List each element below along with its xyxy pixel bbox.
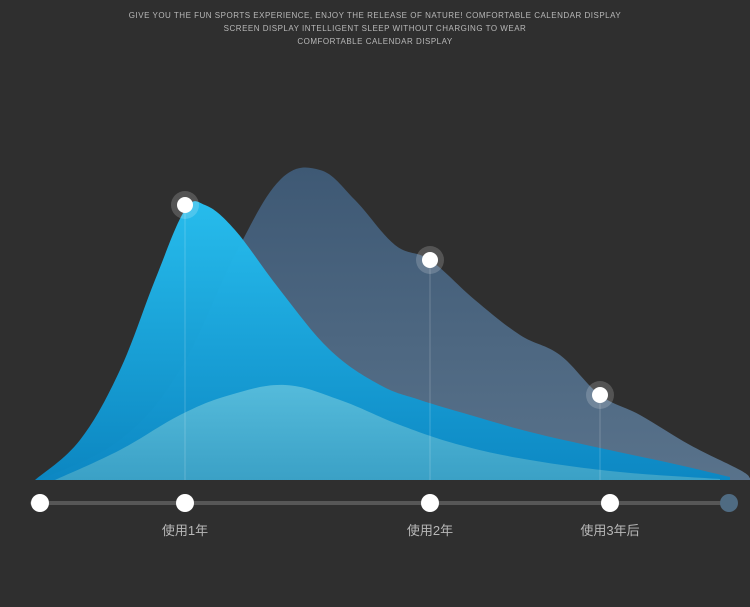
area-chart bbox=[0, 0, 750, 607]
chart-marker-3 bbox=[592, 387, 608, 403]
guide-line-2 bbox=[430, 260, 431, 480]
x-axis-track bbox=[30, 501, 730, 505]
chart-marker-1 bbox=[177, 197, 193, 213]
chart-svg bbox=[0, 0, 750, 607]
axis-tick-1 bbox=[176, 494, 194, 512]
axis-tick-0 bbox=[31, 494, 49, 512]
axis-label-3: 使用3年后 bbox=[580, 520, 639, 539]
axis-tick-3 bbox=[601, 494, 619, 512]
guide-line-1 bbox=[185, 205, 186, 480]
chart-marker-2 bbox=[422, 252, 438, 268]
axis-label-1: 使用1年 bbox=[162, 520, 208, 539]
axis-tick-4 bbox=[720, 494, 738, 512]
axis-label-2: 使用2年 bbox=[407, 520, 453, 539]
axis-tick-2 bbox=[421, 494, 439, 512]
guide-line-3 bbox=[600, 395, 601, 480]
